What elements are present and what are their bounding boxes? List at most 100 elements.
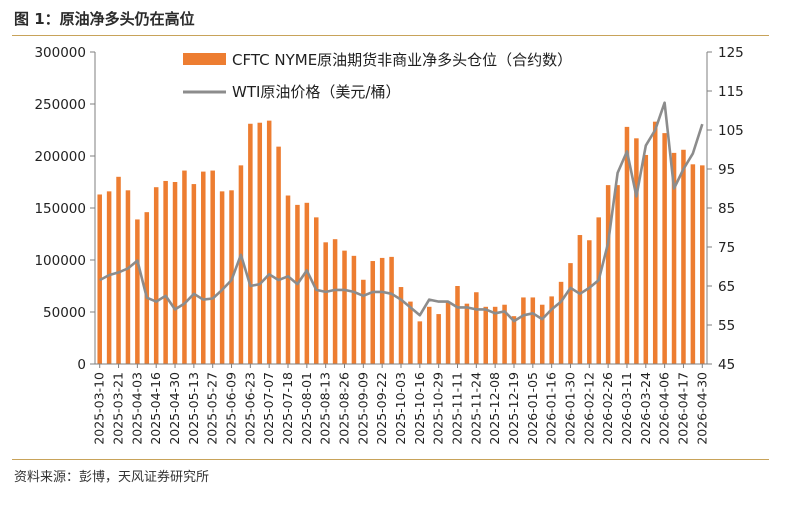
bar-2025-12-01 bbox=[483, 306, 488, 364]
right-tick-label: 115 bbox=[718, 84, 744, 100]
right-tick-label: 45 bbox=[718, 357, 735, 373]
bar-2025-10-23 bbox=[426, 306, 432, 364]
x-tick-label: 2026-03-11 bbox=[619, 372, 634, 445]
x-tick-label: 2025-11-24 bbox=[468, 372, 483, 445]
bar-2025-10-16 bbox=[417, 321, 423, 364]
x-tick-label: 2025-03-21 bbox=[111, 372, 126, 445]
x-tick-label: 2025-09-09 bbox=[355, 372, 370, 445]
bar-2025-10-03 bbox=[398, 287, 404, 364]
bar-2025-12-08 bbox=[492, 306, 498, 364]
bar-2025-09-02 bbox=[351, 255, 357, 364]
bar-2025-08-01 bbox=[304, 202, 310, 364]
bar-2025-05-20 bbox=[201, 171, 206, 364]
x-tick-label: 2025-06-23 bbox=[242, 372, 257, 445]
right-tick-label: 105 bbox=[718, 123, 744, 139]
bar-2025-10-10 bbox=[408, 301, 413, 364]
bar-2025-04-23 bbox=[163, 180, 168, 364]
bar-2025-11-24 bbox=[474, 292, 479, 364]
bar-2026-04-24 bbox=[690, 164, 696, 364]
x-tick-label: 2025-08-13 bbox=[318, 372, 333, 445]
bar-2025-08-20 bbox=[332, 239, 338, 364]
x-tick-label: 2025-05-27 bbox=[205, 372, 220, 445]
bar-2025-04-16 bbox=[153, 187, 159, 364]
x-tick-label: 2025-07-18 bbox=[280, 372, 295, 445]
x-tick-label: 2025-04-16 bbox=[148, 372, 163, 445]
source-note: 资料来源：彭博，天风证券研究所 bbox=[14, 470, 210, 485]
left-tick-label: 0 bbox=[77, 357, 86, 373]
bar-2025-06-16 bbox=[238, 165, 244, 364]
x-tick-label: 2026-01-30 bbox=[562, 372, 577, 445]
left-tick-label: 150000 bbox=[34, 201, 86, 217]
bar-2026-03-05 bbox=[615, 185, 620, 364]
bar-2025-07-18 bbox=[285, 195, 291, 364]
bar-2026-02-06 bbox=[577, 235, 583, 364]
x-tick-label: 2026-01-05 bbox=[525, 372, 540, 445]
right-tick-label: 55 bbox=[718, 318, 735, 334]
bar-2026-02-26 bbox=[605, 185, 611, 364]
x-tick-label: 2025-10-03 bbox=[393, 372, 408, 445]
bar-2025-05-06 bbox=[182, 170, 187, 364]
bar-2025-12-15 bbox=[502, 304, 507, 364]
bar-2026-03-31 bbox=[652, 121, 658, 365]
wti-price-line bbox=[99, 101, 704, 323]
bar-2025-09-09 bbox=[361, 279, 366, 364]
x-tick-label: 2026-04-17 bbox=[675, 372, 690, 445]
bar-2025-03-17 bbox=[106, 191, 112, 364]
bar-2025-04-30 bbox=[172, 182, 178, 364]
right-axis-ticks: 45 55 65 75 85 95 105 115 125 bbox=[707, 45, 744, 373]
bar-2025-09-29 bbox=[389, 256, 394, 364]
x-tick-label: 2025-12-19 bbox=[506, 372, 521, 445]
bar-2025-06-30 bbox=[257, 122, 263, 364]
bar-2026-02-19 bbox=[596, 217, 601, 364]
bar-2026-03-24 bbox=[643, 154, 649, 364]
x-tick-label: 2025-03-10 bbox=[92, 372, 107, 445]
bar-2025-04-10 bbox=[144, 212, 150, 364]
bar-2026-01-05 bbox=[530, 297, 536, 364]
right-tick-label: 75 bbox=[718, 240, 735, 256]
legend-bar-label: CFTC NYME原油期货非商业净多头仓位（合约数） bbox=[232, 51, 572, 69]
bar-2025-12-26 bbox=[521, 297, 526, 364]
bar-2025-03-21 bbox=[116, 176, 121, 364]
bar-2026-04-06 bbox=[662, 133, 667, 364]
bar-2025-06-23 bbox=[248, 123, 253, 364]
bar-2026-04-30 bbox=[700, 165, 705, 364]
x-tick-label: 2026-02-26 bbox=[600, 372, 615, 445]
line-series-group bbox=[99, 101, 704, 323]
bar-2025-06-03 bbox=[219, 191, 225, 364]
right-tick-label: 65 bbox=[718, 279, 735, 295]
bar-2025-07-14 bbox=[276, 146, 281, 364]
legend-line-label: WTI原油价格（美元/桶） bbox=[232, 83, 400, 101]
bar-2025-05-13 bbox=[191, 184, 197, 364]
bar-2026-03-17 bbox=[634, 138, 639, 364]
bar-2025-08-26 bbox=[342, 250, 347, 364]
bar-2026-01-23 bbox=[558, 281, 564, 364]
x-tick-label: 2026-02-12 bbox=[581, 372, 596, 445]
x-tick-label: 2025-07-07 bbox=[261, 372, 276, 445]
x-tick-label: 2026-04-30 bbox=[694, 372, 709, 445]
legend: CFTC NYME原油期货非商业净多头仓位（合约数） WTI原油价格（美元/桶） bbox=[183, 51, 572, 101]
x-tick-label: 2025-08-01 bbox=[299, 372, 314, 445]
figure-title: 图 1：原油净多头仍在高位 bbox=[14, 10, 195, 28]
bar-2026-01-16 bbox=[549, 296, 554, 364]
bar-2026-02-12 bbox=[587, 240, 592, 364]
left-tick-label: 300000 bbox=[34, 45, 86, 61]
x-tick-label: 2025-09-22 bbox=[374, 372, 389, 445]
bar-2026-03-11 bbox=[624, 126, 630, 364]
x-tick-label: 2025-11-11 bbox=[449, 372, 464, 445]
right-tick-label: 95 bbox=[718, 162, 735, 178]
x-axis-ticks: 2025-03-10 2025-03-21 2025-04-03 2025-04-16… bbox=[92, 364, 709, 445]
bar-2025-09-22 bbox=[379, 257, 385, 364]
bar-2025-08-13 bbox=[323, 242, 328, 364]
x-tick-label: 2025-05-13 bbox=[186, 372, 201, 445]
x-tick-label: 2025-12-08 bbox=[487, 372, 502, 445]
bar-2025-12-19 bbox=[511, 316, 517, 364]
x-tick-label: 2026-03-24 bbox=[638, 372, 653, 445]
bar-2025-04-03 bbox=[135, 219, 140, 364]
bar-2025-07-07 bbox=[266, 120, 272, 364]
footer-divider bbox=[12, 459, 769, 460]
left-tick-label: 200000 bbox=[34, 149, 86, 165]
bar-2026-04-13 bbox=[671, 152, 677, 364]
left-tick-label: 100000 bbox=[34, 253, 86, 269]
legend-bar-swatch bbox=[183, 53, 226, 65]
x-tick-label: 2025-04-03 bbox=[129, 372, 144, 445]
